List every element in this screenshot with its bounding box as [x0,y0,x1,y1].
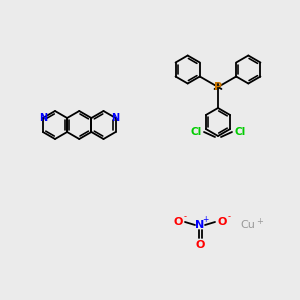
Text: -: - [184,212,187,221]
Text: Cl: Cl [190,127,202,137]
Text: O: O [217,217,227,227]
Text: +: + [202,215,208,224]
Text: O: O [195,240,205,250]
Text: Cu: Cu [241,220,255,230]
Text: Cl: Cl [234,127,246,137]
Text: N: N [39,113,47,123]
Text: N: N [195,220,205,230]
Text: +: + [256,217,263,226]
Text: O: O [173,217,183,227]
Text: P: P [214,82,222,92]
Text: -: - [227,212,230,221]
Text: N: N [112,113,120,123]
